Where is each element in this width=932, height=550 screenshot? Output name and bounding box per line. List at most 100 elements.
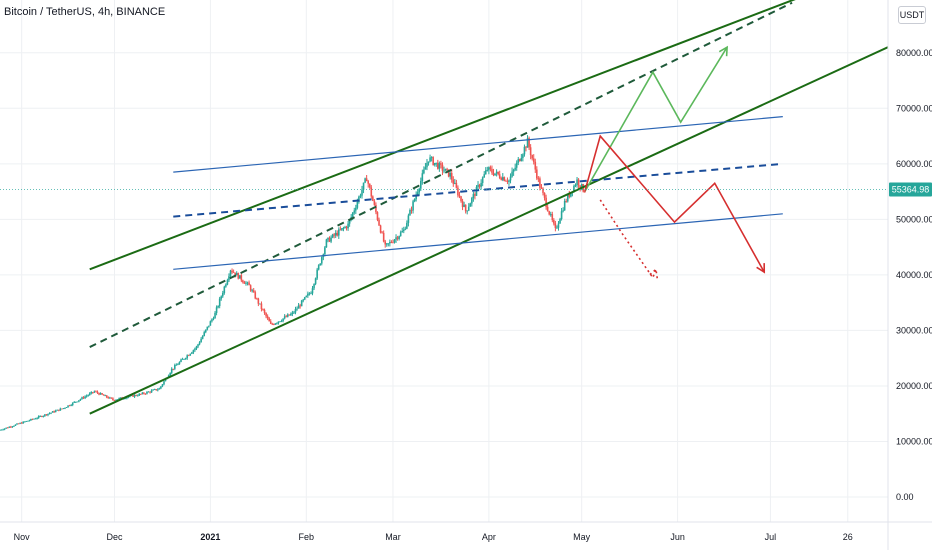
candle-body	[384, 241, 387, 245]
candle-body	[119, 397, 122, 399]
price-axis-tick-label: 20000.00	[896, 381, 932, 391]
candle-body	[160, 386, 162, 389]
candle-body	[299, 305, 301, 307]
scenario-layer	[584, 45, 766, 280]
candle-body	[102, 394, 105, 396]
candle-body	[522, 154, 524, 158]
candle-body	[0, 429, 3, 431]
candle-body	[467, 206, 470, 211]
candle-body	[433, 162, 436, 165]
candle-body	[447, 169, 450, 177]
candlestick-series	[0, 135, 586, 431]
candle-body	[444, 168, 447, 171]
candle-body	[532, 158, 535, 162]
candle-body	[11, 426, 14, 428]
price-axis-tick-label: 30000.00	[896, 325, 932, 335]
candle-body	[406, 222, 408, 229]
candle-body	[381, 232, 383, 234]
candle-body	[274, 323, 277, 325]
candle-body	[286, 314, 289, 317]
candle-body	[331, 234, 334, 238]
candle-body	[107, 397, 110, 399]
candle-body	[28, 420, 31, 422]
candle-body	[520, 157, 523, 161]
candle-body	[175, 364, 178, 366]
candle-body	[296, 308, 298, 310]
candle-body	[401, 231, 404, 233]
bear-path-arrowhead	[756, 263, 766, 274]
candle-body	[206, 326, 209, 330]
candle-body	[180, 359, 182, 362]
candle-body	[116, 399, 119, 401]
candle-body	[373, 200, 376, 205]
candle-body	[147, 391, 150, 393]
time-axis-tick-label: Mar	[385, 532, 401, 542]
candle-body	[376, 212, 379, 220]
price-axis-tick-label: 10000.00	[896, 436, 932, 446]
currency-selector[interactable]: USDT	[898, 6, 926, 24]
candle-body	[200, 338, 202, 343]
candle-body	[54, 410, 57, 413]
candle-body	[314, 278, 317, 284]
candle-body	[6, 427, 9, 429]
candle-body	[133, 395, 136, 397]
candle-body	[37, 416, 40, 419]
candle-body	[184, 358, 187, 359]
candle-body	[551, 214, 554, 221]
candle-body	[59, 408, 62, 411]
candle-body	[240, 275, 243, 281]
candle-body	[223, 286, 226, 294]
candle-body	[416, 192, 419, 195]
candle-body	[290, 313, 292, 316]
candle-body	[317, 265, 320, 270]
grid-layer	[0, 0, 888, 522]
candle-body	[525, 146, 527, 148]
candle-body	[42, 415, 45, 417]
candle-body	[498, 174, 501, 178]
candle-body	[385, 243, 388, 245]
candle-body	[410, 210, 413, 211]
candle-body	[263, 309, 266, 313]
candle-body	[138, 393, 141, 396]
candle-body	[45, 414, 48, 416]
candle-body	[311, 288, 314, 294]
candle-body	[266, 316, 269, 319]
candle-body	[404, 228, 407, 230]
candle-body	[31, 418, 34, 420]
candle-body	[310, 293, 312, 295]
candle-body	[187, 355, 190, 357]
candle-body	[419, 180, 422, 189]
candle-body	[144, 393, 147, 395]
candle-body	[149, 391, 151, 393]
bear-alt-path	[599, 199, 657, 280]
inner-middle	[173, 162, 783, 218]
candle-body	[276, 322, 278, 324]
candle-body	[25, 421, 28, 422]
candle-body	[214, 312, 216, 319]
price-axis-tick-label: 40000.00	[896, 270, 932, 280]
candle-body	[409, 210, 411, 216]
candle-body	[356, 201, 359, 208]
candle-body	[155, 389, 158, 391]
candle-body	[201, 335, 204, 339]
candle-body	[143, 392, 145, 394]
candle-body	[540, 187, 543, 189]
bear-alt-path-arrowhead	[648, 267, 659, 279]
candle-body	[40, 416, 43, 417]
bear-path	[584, 134, 765, 273]
time-axis-tick-label: 2021	[200, 532, 220, 542]
candle-body	[212, 318, 215, 320]
last-price-tag: 55364.98	[889, 182, 932, 197]
candle-body	[30, 418, 32, 421]
candle-body	[112, 398, 114, 401]
candle-body	[382, 232, 385, 242]
candle-body	[181, 359, 184, 360]
candle-body	[217, 306, 219, 308]
inner-lower	[173, 213, 783, 270]
candle-body	[20, 422, 23, 424]
candle-body	[497, 171, 499, 175]
candle-body	[395, 237, 397, 240]
candle-body	[536, 169, 538, 179]
candle-body	[172, 368, 175, 370]
